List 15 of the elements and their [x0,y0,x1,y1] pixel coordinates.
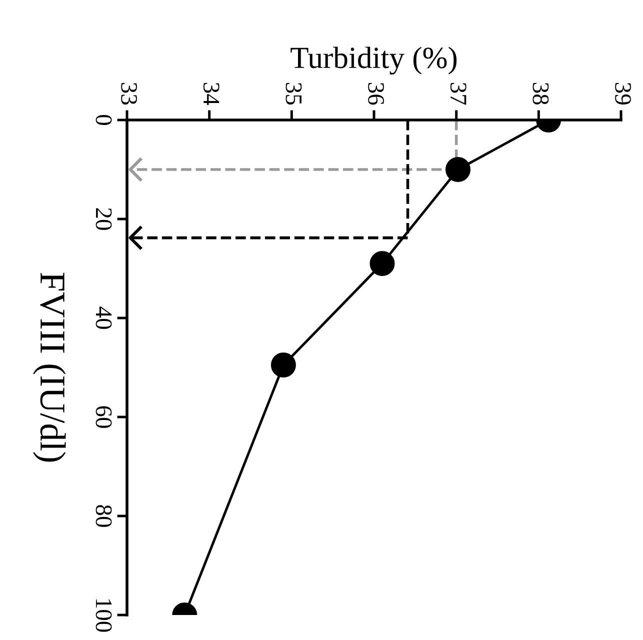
y-tick-label: 60 [96,406,112,428]
y-axis-title: FVIII (IU/dl) [32,272,66,462]
y-tick-label: 80 [96,505,112,527]
y-tick-label: 100 [96,599,112,632]
y-tick-label: 40 [96,306,112,329]
y-tick-label: 0 [96,114,112,126]
x-tick-label: 39 [615,82,631,104]
x-tick-label: 37 [450,82,466,105]
y-tick-label: 20 [96,208,112,230]
x-tick-label: 34 [203,82,220,106]
x-tick-label: 38 [532,82,549,105]
x-tick-label: 35 [286,82,302,104]
x-axis-title: Turbidity (%) [290,46,457,75]
x-tick-label: 36 [368,82,384,105]
x-tick-label: 33 [121,82,137,104]
